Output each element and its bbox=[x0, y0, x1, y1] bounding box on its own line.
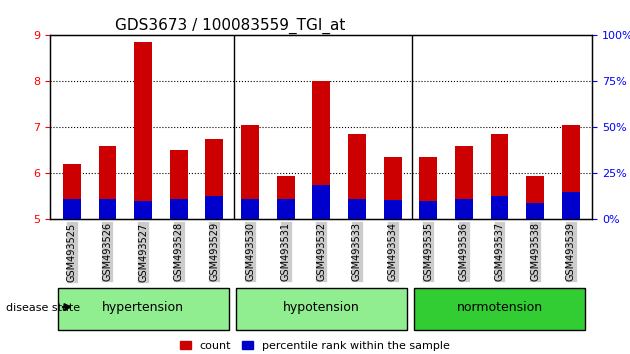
Text: GSM493528: GSM493528 bbox=[174, 222, 184, 281]
Text: GSM493525: GSM493525 bbox=[67, 222, 77, 281]
Bar bbox=[562, 192, 580, 219]
Bar bbox=[348, 135, 366, 219]
Bar bbox=[134, 201, 152, 219]
Bar bbox=[526, 176, 544, 219]
Bar bbox=[205, 196, 223, 219]
Text: GSM493532: GSM493532 bbox=[316, 222, 326, 281]
FancyBboxPatch shape bbox=[57, 288, 229, 330]
Text: GSM493538: GSM493538 bbox=[530, 222, 540, 281]
Bar bbox=[526, 203, 544, 219]
Bar bbox=[98, 199, 117, 219]
Bar bbox=[491, 135, 508, 219]
Bar bbox=[63, 164, 81, 219]
Bar bbox=[277, 176, 295, 219]
Bar bbox=[98, 146, 117, 219]
Text: hypotension: hypotension bbox=[283, 302, 360, 314]
Text: hypertension: hypertension bbox=[102, 302, 184, 314]
Bar bbox=[348, 199, 366, 219]
Bar bbox=[134, 42, 152, 219]
Text: GSM493529: GSM493529 bbox=[209, 222, 219, 281]
Text: GSM493531: GSM493531 bbox=[280, 222, 290, 281]
Bar bbox=[241, 199, 259, 219]
Bar bbox=[277, 199, 295, 219]
Bar bbox=[170, 150, 188, 219]
Text: GSM493539: GSM493539 bbox=[566, 222, 576, 281]
Text: GSM493537: GSM493537 bbox=[495, 222, 505, 281]
FancyBboxPatch shape bbox=[414, 288, 585, 330]
Bar bbox=[455, 146, 472, 219]
Bar bbox=[420, 201, 437, 219]
Text: GSM493535: GSM493535 bbox=[423, 222, 433, 281]
Legend: count, percentile rank within the sample: count, percentile rank within the sample bbox=[175, 337, 455, 354]
Bar bbox=[384, 157, 401, 219]
Bar bbox=[170, 199, 188, 219]
Text: GSM493534: GSM493534 bbox=[387, 222, 398, 281]
Bar bbox=[455, 199, 472, 219]
Text: disease state: disease state bbox=[6, 303, 81, 313]
Text: GSM493526: GSM493526 bbox=[103, 222, 112, 281]
Text: GSM493536: GSM493536 bbox=[459, 222, 469, 281]
Text: normotension: normotension bbox=[457, 302, 542, 314]
Bar bbox=[205, 139, 223, 219]
Text: GSM493527: GSM493527 bbox=[138, 222, 148, 281]
Bar bbox=[562, 125, 580, 219]
Bar bbox=[420, 157, 437, 219]
Text: GSM493533: GSM493533 bbox=[352, 222, 362, 281]
Text: GSM493530: GSM493530 bbox=[245, 222, 255, 281]
Text: GDS3673 / 100083559_TGI_at: GDS3673 / 100083559_TGI_at bbox=[115, 18, 346, 34]
Bar bbox=[241, 125, 259, 219]
Bar bbox=[384, 200, 401, 219]
Bar bbox=[312, 185, 330, 219]
FancyBboxPatch shape bbox=[236, 288, 407, 330]
Bar bbox=[63, 199, 81, 219]
Bar bbox=[491, 196, 508, 219]
Bar bbox=[312, 81, 330, 219]
